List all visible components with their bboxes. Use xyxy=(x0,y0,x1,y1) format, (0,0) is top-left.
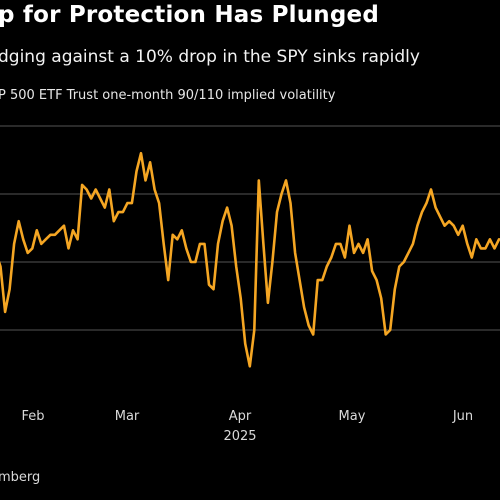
x-axis-ticks: Feb Mar Apr May Jun xyxy=(21,409,473,424)
series-line xyxy=(0,151,500,368)
gridlines xyxy=(0,125,500,331)
x-tick-label: Mar xyxy=(115,409,140,424)
x-year-label: 2025 xyxy=(223,429,256,444)
chart-subtitle: dging against a 10% drop in the SPY sink… xyxy=(0,47,420,67)
x-tick-label: Jun xyxy=(452,409,473,424)
x-tick-label: Feb xyxy=(21,409,44,424)
x-tick-label: Apr xyxy=(229,409,252,424)
x-tick-label: May xyxy=(339,409,366,424)
source-label: mberg xyxy=(0,470,41,485)
chart-title: p for Protection Has Plunged xyxy=(0,2,380,28)
series-label: P 500 ETF Trust one-month 90/110 implied… xyxy=(0,88,336,103)
